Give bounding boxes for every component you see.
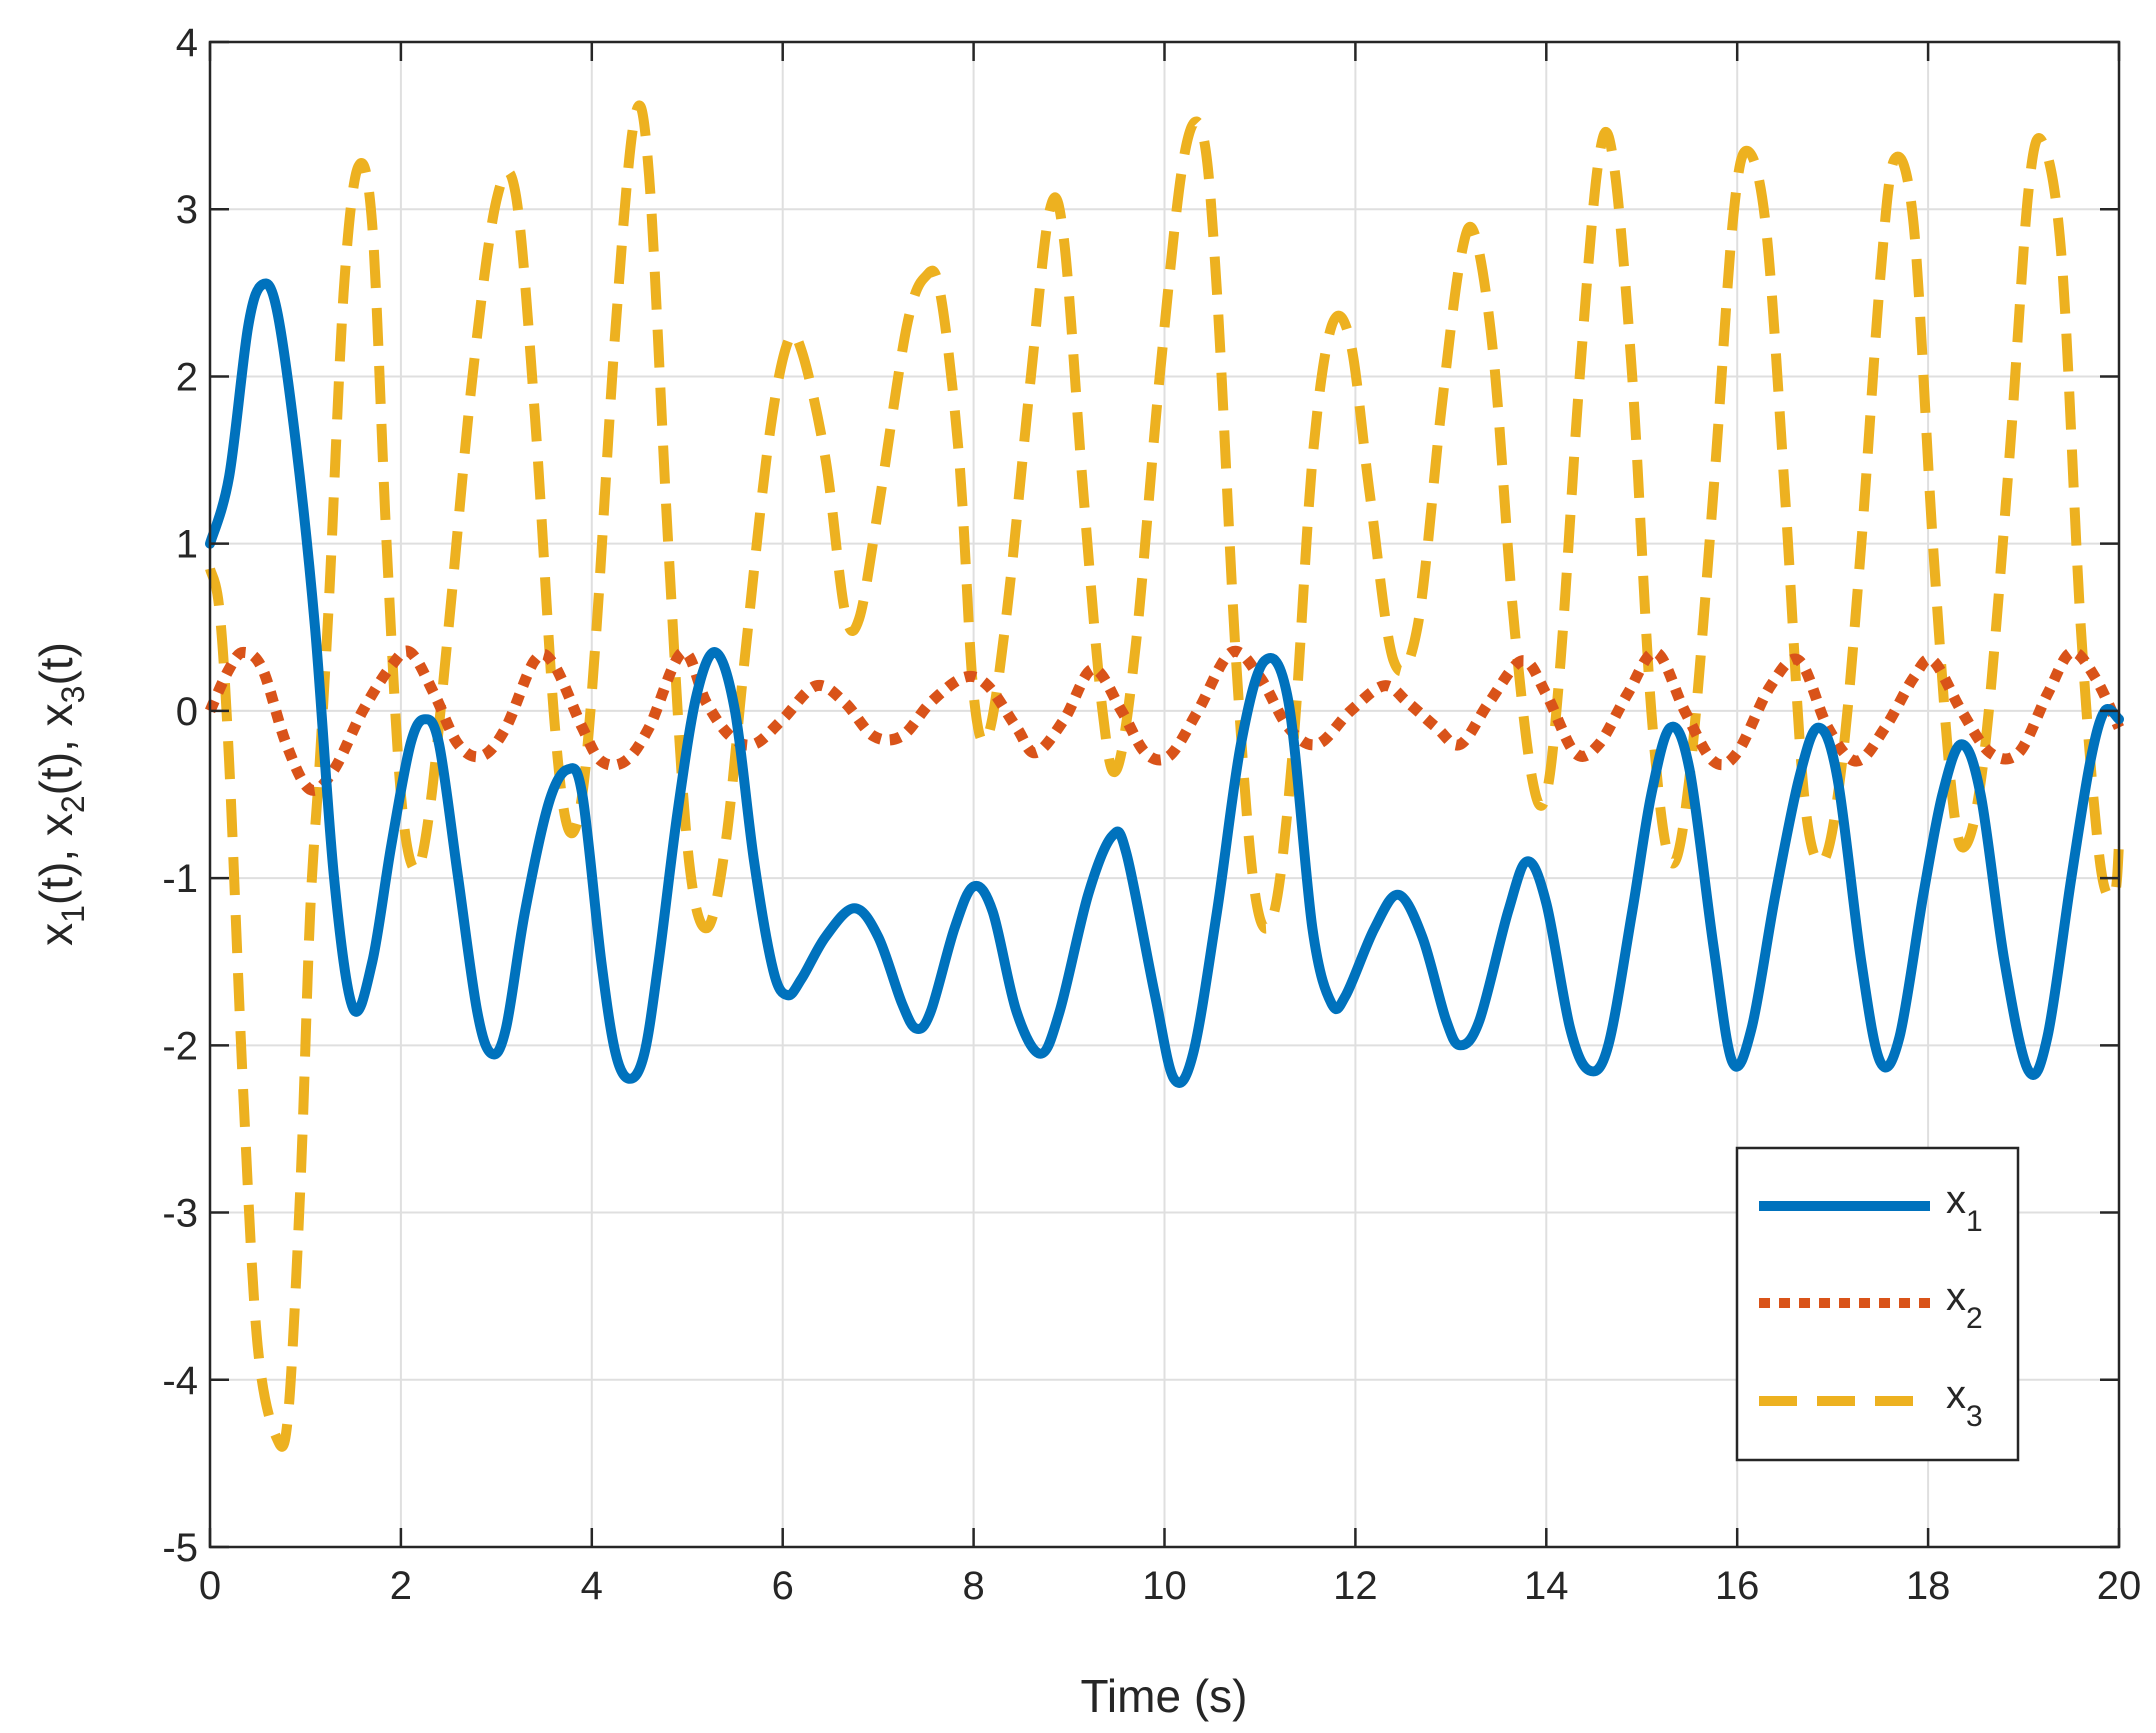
y-tick-labels: -5 -4 -3 -2 -1 0 1 2 3 4 bbox=[162, 21, 198, 1570]
x-tick-label: 20 bbox=[2097, 1564, 2142, 1608]
x-tick-label: 10 bbox=[1142, 1564, 1187, 1608]
y-tick-label: -4 bbox=[162, 1359, 198, 1403]
legend-label-x3: x3 bbox=[1946, 1373, 1983, 1433]
x-tick-label: 4 bbox=[581, 1564, 603, 1608]
y-axis-title-part: x bbox=[30, 923, 82, 946]
series-line-x2 bbox=[204, 645, 2124, 796]
x-axis-title: Time (s) bbox=[1081, 1670, 1248, 1722]
legend-label-x2: x2 bbox=[1946, 1275, 1983, 1335]
y-axis-title-part: (t), x bbox=[30, 813, 82, 905]
y-tick-label: -2 bbox=[162, 1024, 198, 1068]
x-tick-label: 6 bbox=[772, 1564, 794, 1608]
y-axis-title-part: (t), x bbox=[30, 703, 82, 795]
tick-marks bbox=[208, 40, 2121, 1549]
y-axis-title-sub: 3 bbox=[55, 686, 91, 704]
x-tick-label: 16 bbox=[1715, 1564, 1760, 1608]
y-tick-label: 0 bbox=[176, 690, 198, 734]
legend-label-x1: x1 bbox=[1946, 1178, 1983, 1238]
y-tick-label: 3 bbox=[176, 188, 198, 232]
y-axis-title: x1(t), x2(t), x3(t) bbox=[30, 642, 91, 946]
y-tick-label: -1 bbox=[162, 857, 198, 901]
y-tick-label: -3 bbox=[162, 1192, 198, 1236]
series-line-x3 bbox=[205, 100, 2124, 1452]
y-tick-label: -5 bbox=[162, 1526, 198, 1570]
y-axis-title-sub: 1 bbox=[55, 905, 91, 923]
y-axis-title-part: (t) bbox=[30, 642, 82, 685]
x-tick-label: 0 bbox=[199, 1564, 221, 1608]
x-tick-labels: 0 2 4 6 8 10 12 14 16 18 20 bbox=[199, 1564, 2141, 1608]
series-lines bbox=[204, 100, 2124, 1452]
x-tick-label: 18 bbox=[1906, 1564, 1951, 1608]
legend: x1 x2 x3 bbox=[1735, 1146, 2020, 1462]
y-tick-label: 2 bbox=[176, 355, 198, 399]
y-tick-label: 4 bbox=[176, 21, 198, 65]
x-tick-label: 14 bbox=[1524, 1564, 1569, 1608]
x-tick-label: 2 bbox=[390, 1564, 412, 1608]
x-tick-label: 12 bbox=[1333, 1564, 1378, 1608]
y-tick-label: 1 bbox=[176, 523, 198, 567]
x-tick-label: 8 bbox=[962, 1564, 984, 1608]
series-line-x1 bbox=[205, 278, 2124, 1088]
y-axis-title-sub: 2 bbox=[55, 795, 91, 813]
